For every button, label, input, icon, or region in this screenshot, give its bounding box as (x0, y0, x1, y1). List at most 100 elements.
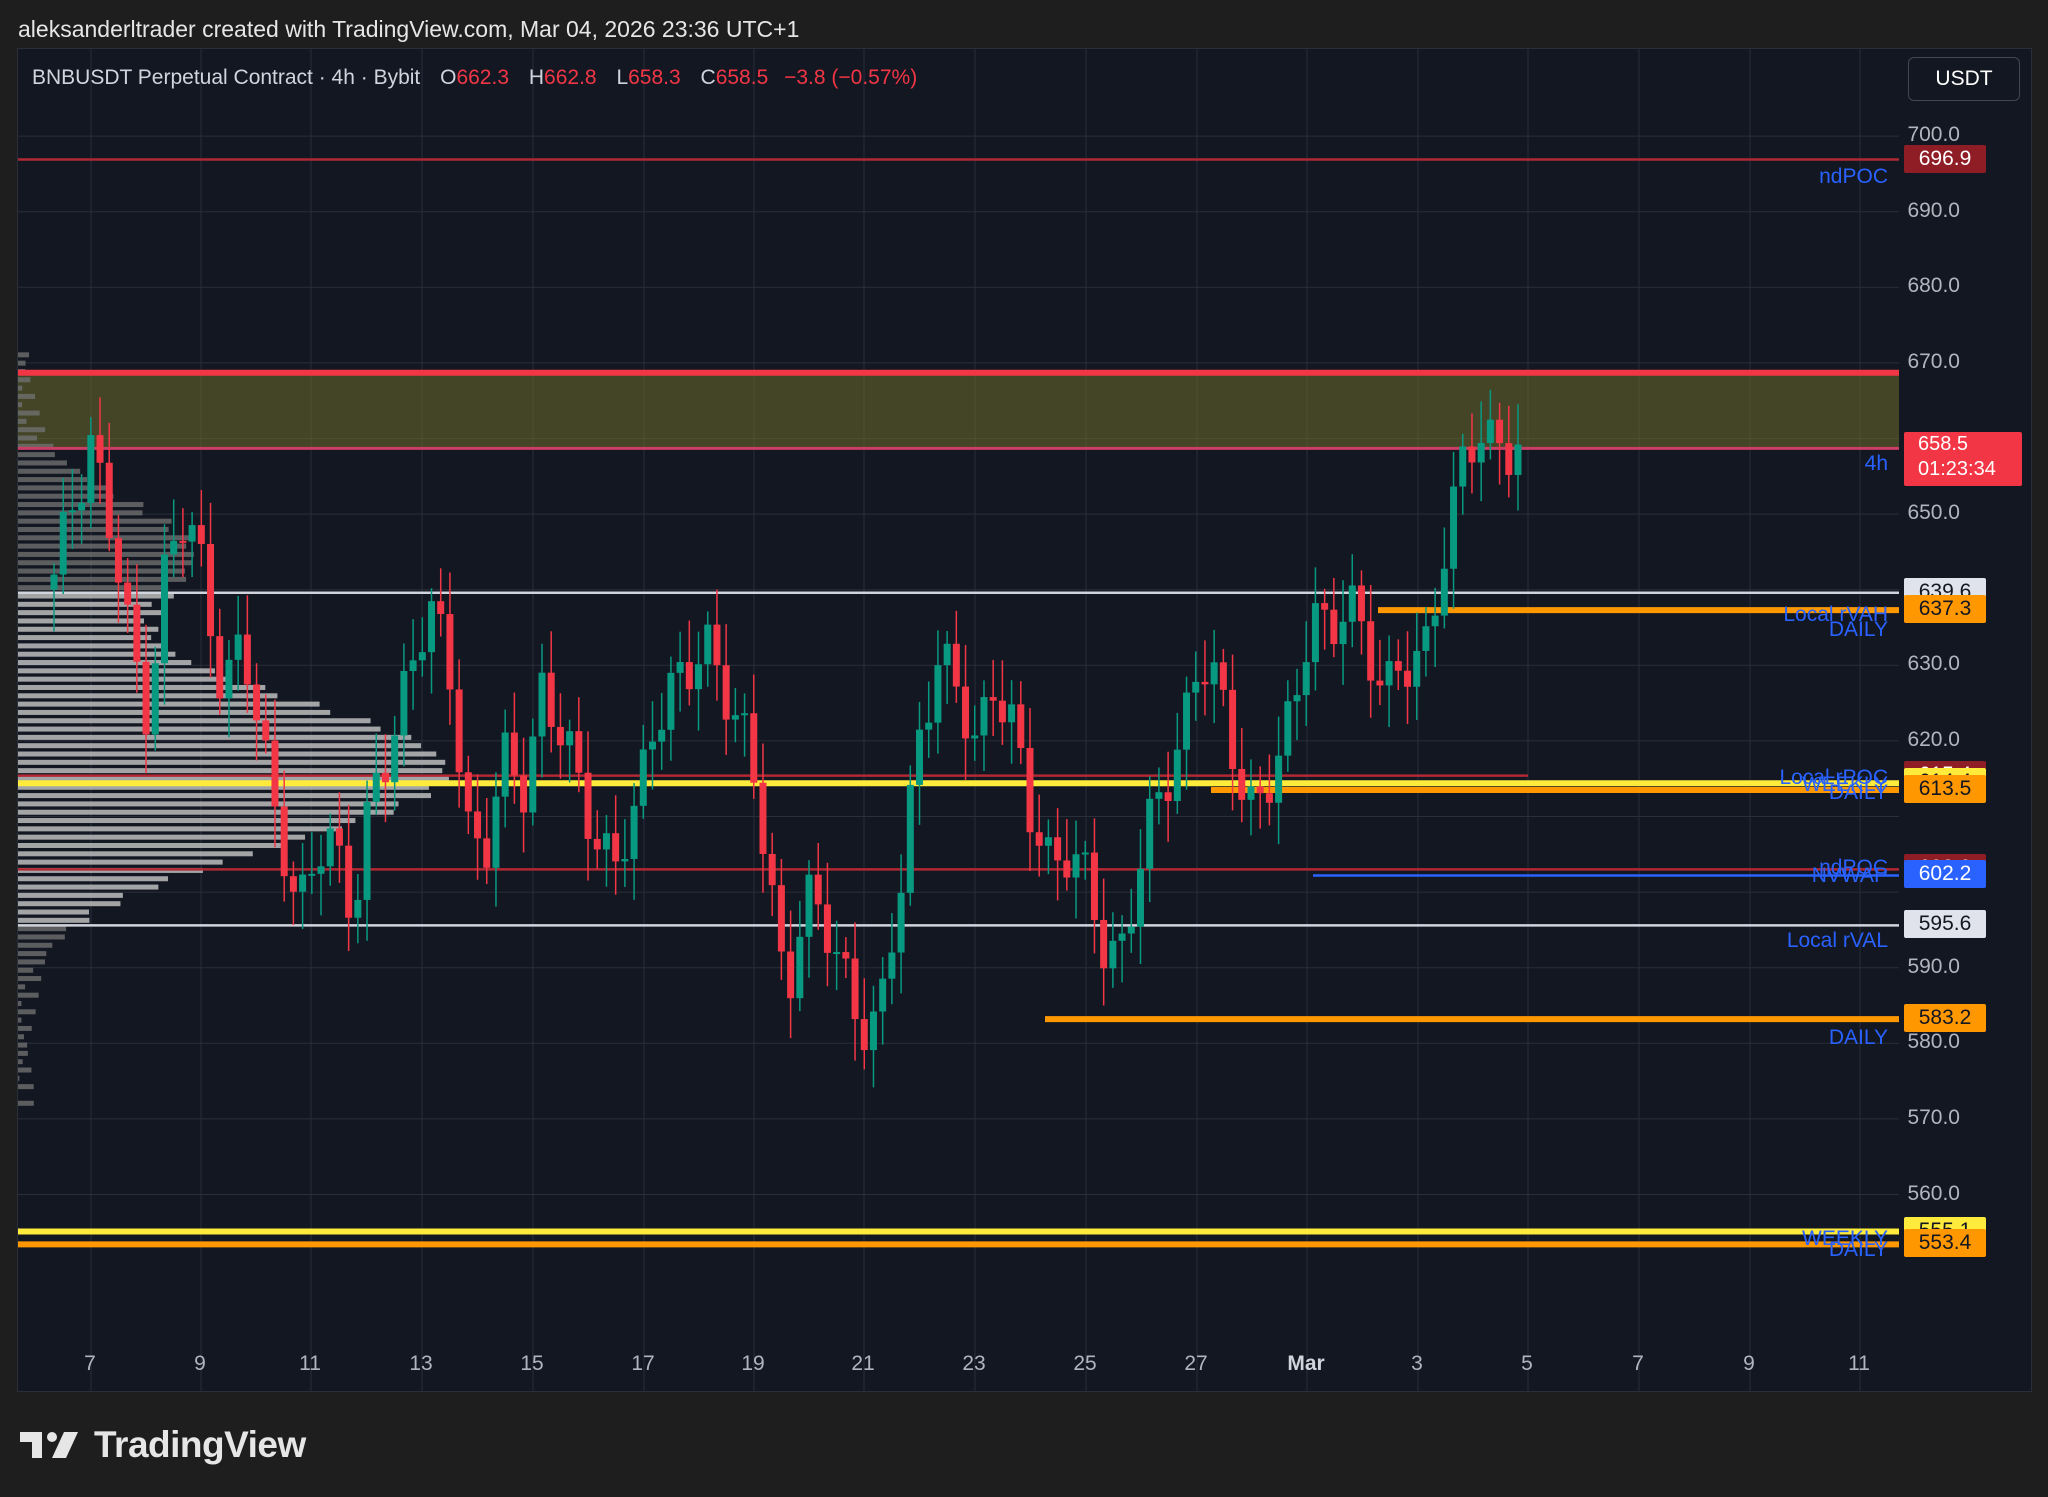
candle-body (1183, 692, 1191, 750)
time-axis-tick: 25 (1073, 1352, 1097, 1375)
candle-body (520, 775, 528, 813)
volume-profile-bar (18, 684, 266, 690)
volume-profile-bar (18, 610, 163, 616)
low-label: L (616, 66, 629, 89)
candle-body (1275, 755, 1283, 803)
tradingview-logo-icon (20, 1432, 78, 1458)
volume-profile-bar (18, 526, 169, 532)
candle-body (1413, 650, 1421, 687)
chart-credit: aleksanderltrader created with TradingVi… (18, 16, 800, 42)
candle-body (860, 1019, 868, 1051)
volume-profile-bar (18, 460, 67, 466)
candle-body (741, 713, 749, 716)
candle-body (188, 525, 196, 542)
volume-profile-bar (18, 917, 90, 923)
candle-body (492, 796, 500, 868)
candle-body (906, 784, 914, 893)
candle-body (464, 772, 472, 812)
candle-body (335, 828, 343, 846)
candle-body (704, 624, 712, 665)
time-axis-tick: 3 (1411, 1352, 1423, 1375)
volume-profile-bar (18, 1042, 28, 1048)
candle-body (888, 952, 896, 979)
open-label: O (440, 66, 457, 89)
volume-profile-bar (18, 784, 429, 790)
candle-body (869, 1011, 877, 1051)
candle-body (1247, 786, 1255, 800)
volume-profile-bar (18, 1059, 23, 1065)
candle-body (1330, 609, 1338, 645)
chart-pane[interactable] (17, 48, 2032, 1392)
candle-body (833, 952, 841, 955)
candle-body (989, 697, 997, 701)
level-label: DAILY (1828, 618, 1888, 642)
level-label: WEEKLY (1802, 1226, 1888, 1250)
volume-profile-bar (18, 510, 143, 516)
candle-body (1348, 585, 1356, 622)
tradingview-logo[interactable]: TradingView (20, 1424, 306, 1466)
symbol-legend: BNBUSDT Perpetual Contract · 4h · Bybit … (32, 66, 917, 90)
volume-profile-bar (18, 876, 169, 882)
volume-profile-bar (18, 393, 36, 399)
candle-body (630, 805, 638, 859)
candle-body (1321, 603, 1329, 610)
price-axis-tick: 670.0 (1907, 349, 1960, 373)
candle-body (299, 874, 307, 892)
volume-profile-bar (18, 668, 216, 674)
volume-profile-bar (18, 568, 185, 574)
candle-body (1109, 940, 1117, 969)
candle-body (1302, 662, 1310, 696)
candle-body (805, 874, 813, 937)
price-level-tag: 613.5 (1904, 775, 1986, 804)
time-axis-tick: 13 (409, 1352, 433, 1375)
candle-body (160, 554, 168, 664)
volume-profile-bar (18, 826, 342, 832)
candle-body (768, 853, 776, 886)
candle-body (262, 720, 270, 741)
price-axis-tick: 630.0 (1907, 652, 1960, 676)
candle-body (345, 845, 353, 918)
candle-body (68, 510, 76, 513)
candle-body (428, 601, 436, 653)
candle-body (1164, 792, 1172, 802)
volume-profile-bar (18, 793, 431, 799)
symbol-title[interactable]: BNBUSDT Perpetual Contract · 4h · Bybit (32, 66, 421, 89)
candle-body (1265, 793, 1273, 803)
volume-profile-bar (18, 801, 399, 807)
volume-profile-bar (18, 884, 159, 890)
candle-body (1505, 443, 1513, 475)
price-chart[interactable] (18, 49, 2031, 1391)
price-axis-tick: 580.0 (1907, 1030, 1960, 1054)
volume-profile-bar (18, 651, 176, 657)
candle-body (280, 806, 288, 877)
candle-body (1229, 689, 1237, 769)
candle-body (1238, 768, 1246, 800)
candle-body (1440, 568, 1448, 616)
candle-body (253, 684, 261, 721)
candle-body (1496, 419, 1504, 444)
candle-body (1219, 662, 1227, 690)
candle-body (556, 726, 564, 746)
volume-profile-bar (18, 1075, 20, 1081)
candle-body (823, 904, 831, 953)
candle-body (943, 643, 951, 666)
candle-body (207, 543, 215, 637)
candle-body (925, 722, 933, 730)
candle-body (1514, 444, 1522, 475)
price-level-tag: 553.4 (1904, 1229, 1986, 1258)
price-axis-tick: 560.0 (1907, 1181, 1960, 1205)
candle-body (1311, 603, 1319, 663)
candle-body (170, 540, 178, 555)
volume-profile-bar (18, 909, 89, 915)
price-axis-tick: 590.0 (1907, 954, 1960, 978)
currency-button[interactable]: USDT (1908, 57, 2020, 101)
volume-profile-bar (18, 734, 412, 740)
price-axis-tick: 650.0 (1907, 501, 1960, 525)
candle-body (78, 502, 86, 511)
volume-profile-bar (18, 1100, 34, 1106)
volume-profile-bar (18, 410, 40, 416)
candle-body (1256, 786, 1264, 794)
candle-body (455, 689, 463, 773)
candle-body (1201, 681, 1209, 685)
candle-body (787, 951, 795, 999)
